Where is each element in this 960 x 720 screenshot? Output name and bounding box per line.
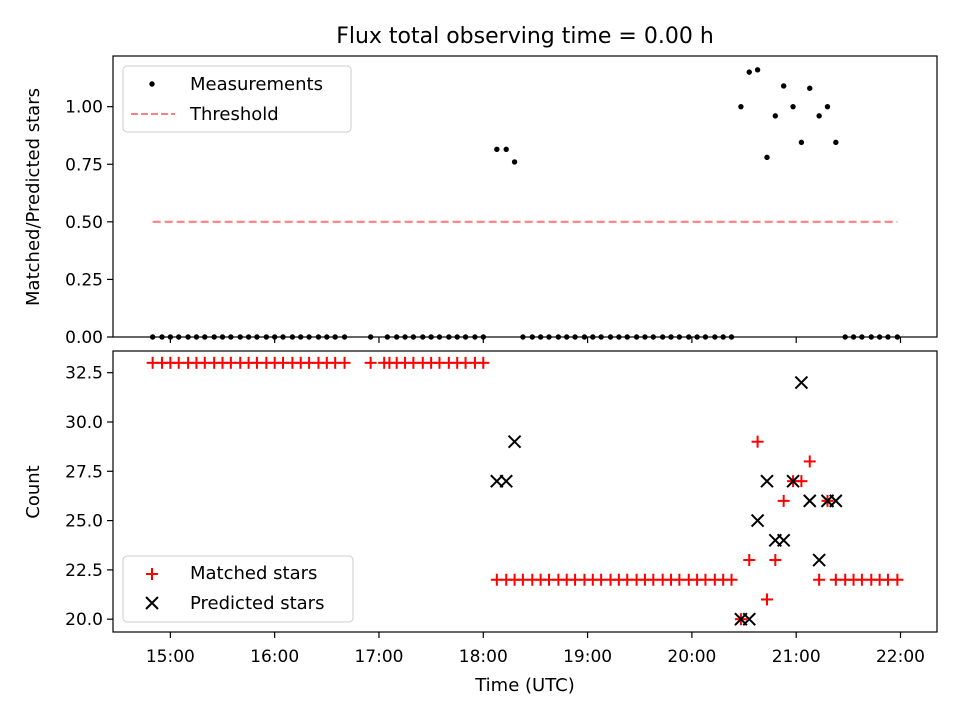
bottom-panel: 20.0 22.5 25.0 27.5 30.0 32.5 15:00 16:00 17:00… <box>23 350 938 696</box>
bottom-ytick-label: 30.0 <box>65 413 103 433</box>
measurement-point <box>738 103 744 110</box>
bottom-ytick-label: 32.5 <box>65 364 103 384</box>
predicted-star-point <box>507 435 522 449</box>
measurement-point <box>780 83 787 89</box>
measurement-point <box>824 103 831 110</box>
top-points-layer <box>149 67 901 340</box>
matched-star-point <box>477 356 490 369</box>
predicted-star-point <box>760 474 774 488</box>
matched-star-point <box>795 475 808 488</box>
measurement-point <box>511 159 518 165</box>
matched-star-point <box>338 356 351 369</box>
measurement-point <box>754 67 761 73</box>
bottom-ytick-label: 25.0 <box>65 512 103 532</box>
legend-predicted-label: Predicted stars <box>190 593 324 614</box>
legend-matched-marker <box>146 568 158 580</box>
top-ytick-label: 0.25 <box>65 270 103 290</box>
top-ytick-label: 1.00 <box>65 98 103 118</box>
measurement-point <box>816 113 822 119</box>
legend-predicted-marker <box>145 596 159 610</box>
measurement-point <box>807 85 813 91</box>
bottom-axes-frame <box>112 350 938 633</box>
x-axis-label: Time (UTC) <box>474 675 575 696</box>
predicted-star-point <box>829 494 843 508</box>
top-x-axis <box>169 337 902 343</box>
predicted-star-point <box>750 513 765 528</box>
measurement-point <box>772 113 779 119</box>
legend-measurements-label: Measurements <box>190 74 323 95</box>
xtick-label: 20:00 <box>667 647 716 667</box>
bottom-legend: Matched stars Predicted stars <box>122 555 354 623</box>
bottom-points-layer <box>146 356 904 626</box>
xtick-label: 16:00 <box>250 647 299 667</box>
measurement-point <box>503 146 509 152</box>
bottom-ytick-label: 22.5 <box>65 561 103 581</box>
predicted-star-point <box>794 375 809 390</box>
bottom-legend-box <box>122 555 354 623</box>
measurement-point <box>833 139 839 146</box>
xtick-label: 22:00 <box>876 647 925 667</box>
measurement-point <box>798 139 805 146</box>
top-ytick-label: 0.00 <box>65 328 103 348</box>
top-y-axis-label: Matched/Predicted stars <box>23 88 44 306</box>
matched-star-point <box>760 593 773 606</box>
matched-star-point <box>364 356 377 369</box>
matched-star-point <box>803 455 816 468</box>
top-y-axis: 0.00 0.25 0.50 0.75 1.00 <box>65 98 113 348</box>
matched-star-point <box>725 573 738 586</box>
legend-threshold-label: Threshold <box>189 104 279 125</box>
measurement-point <box>494 146 500 152</box>
matched-star-point <box>743 554 756 567</box>
bottom-ytick-label: 27.5 <box>65 462 103 482</box>
top-legend: Measurements Threshold <box>122 65 352 133</box>
matched-star-point <box>769 554 782 567</box>
matched-star-point <box>751 435 764 448</box>
matched-star-point <box>777 494 790 507</box>
xtick-label: 15:00 <box>146 647 195 667</box>
bottom-x-axis: 15:00 16:00 17:00 18:00 19:00 20:00 21:00 22:00 <box>146 632 925 667</box>
top-panel: 0.00 0.25 0.50 0.75 1.00 Matched/Predicted s… <box>23 55 938 348</box>
bottom-y-axis: 20.0 22.5 25.0 27.5 30.0 32.5 <box>65 364 113 630</box>
measurement-point <box>746 69 752 75</box>
matched-star-point <box>813 573 826 586</box>
legend-matched-label: Matched stars <box>190 563 317 584</box>
matched-star-point <box>891 573 904 586</box>
chart-title: Flux total observing time = 0.00 h <box>336 24 714 49</box>
measurement-point <box>764 154 770 161</box>
xtick-label: 18:00 <box>459 647 508 667</box>
top-ytick-label: 0.50 <box>65 213 103 233</box>
measurement-point <box>790 103 796 110</box>
bottom-y-axis-label: Count <box>23 465 44 518</box>
top-legend-box <box>122 65 352 133</box>
bottom-ytick-label: 20.0 <box>65 610 103 630</box>
xtick-label: 17:00 <box>354 647 403 667</box>
predicted-star-point <box>742 612 756 626</box>
top-axes-frame <box>112 55 938 338</box>
predicted-star-point <box>803 494 817 508</box>
predicted-star-point <box>812 553 826 567</box>
predicted-star-point <box>776 533 791 548</box>
top-ytick-label: 0.75 <box>65 155 103 175</box>
predicted-star-point <box>786 474 800 488</box>
xtick-label: 19:00 <box>563 647 612 667</box>
predicted-star-point <box>499 474 513 488</box>
legend-measurements-marker <box>149 81 155 87</box>
xtick-label: 21:00 <box>772 647 821 667</box>
